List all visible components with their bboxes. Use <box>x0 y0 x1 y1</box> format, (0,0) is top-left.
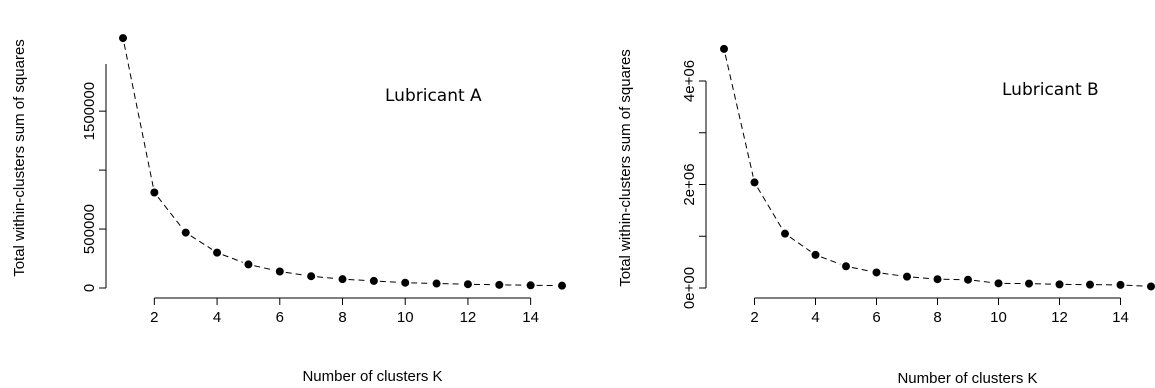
y-tick-label: 1500000 <box>81 82 98 140</box>
data-point <box>995 279 1003 287</box>
data-point <box>527 281 535 289</box>
series-line-segment <box>974 280 993 282</box>
x-axis-title: Number of clusters K <box>897 370 1037 387</box>
series-line-segment <box>725 55 753 177</box>
data-point <box>150 189 158 197</box>
data-point <box>934 275 942 283</box>
x-tick-label: 14 <box>522 309 539 326</box>
x-tick-label: 8 <box>933 309 941 326</box>
data-point <box>307 272 315 280</box>
data-point <box>720 45 728 53</box>
x-tick-label: 14 <box>1112 309 1129 326</box>
data-point <box>1056 280 1064 288</box>
y-tick-label: 0 <box>81 284 98 292</box>
data-point <box>495 281 503 289</box>
series-line-segment <box>852 267 871 271</box>
series-line-segment <box>158 197 182 228</box>
data-point <box>873 268 881 276</box>
y-axis-title: Total within-clusters sum of squares <box>617 49 634 287</box>
x-tick-label: 2 <box>750 309 758 326</box>
chart-annotation: Lubricant B <box>1002 80 1099 100</box>
series-line-segment <box>348 279 367 280</box>
data-point <box>370 277 378 285</box>
data-point <box>182 229 190 237</box>
data-point <box>433 280 441 288</box>
series-line-segment <box>223 255 243 263</box>
x-tick-label: 8 <box>338 309 346 326</box>
chart-2: 2 4 6 8 10 12 14 0e+00 2e+06 4e+06 Number of clust… <box>617 45 1155 387</box>
x-tick-label: 10 <box>397 309 414 326</box>
data-point <box>903 273 911 281</box>
y-tick-label: 500000 <box>81 204 98 254</box>
data-point <box>558 282 566 290</box>
data-point <box>1086 281 1094 289</box>
x-tick-label: 6 <box>872 309 880 326</box>
series-line-segment <box>882 273 901 276</box>
x-tick-label: 10 <box>990 309 1007 326</box>
series-line-segment <box>913 277 932 279</box>
x-tick-label: 6 <box>276 309 284 326</box>
data-point <box>1117 281 1125 289</box>
data-point <box>1147 282 1155 290</box>
x-tick-label: 4 <box>811 309 819 326</box>
data-point <box>781 230 789 238</box>
series-line-segment <box>286 272 305 275</box>
x-tick-label: 12 <box>1051 309 1068 326</box>
data-point <box>842 262 850 270</box>
x-tick-label: 12 <box>460 309 477 326</box>
series-line-segment <box>254 266 274 270</box>
chart-1: 2 4 6 8 10 12 14 0 500000 1500000 Number of cluste… <box>11 34 566 385</box>
series-line-segment <box>790 237 811 251</box>
y-tick-label: 4e+06 <box>681 60 698 102</box>
series-line-segment <box>317 277 336 279</box>
data-point <box>964 276 972 284</box>
data-point <box>401 279 409 287</box>
data-point <box>339 275 347 283</box>
x-tick-label: 4 <box>213 309 221 326</box>
series-line-segment <box>191 236 212 250</box>
y-tick-label: 0e+00 <box>681 267 698 309</box>
series-line-segment <box>124 44 153 187</box>
data-point <box>119 34 127 42</box>
x-axis-title: Number of clusters K <box>302 368 442 385</box>
data-point <box>213 249 221 257</box>
data-point <box>812 251 820 259</box>
data-point <box>244 260 252 268</box>
y-axis-title: Total within-clusters sum of squares <box>11 39 28 277</box>
y-tick-label: 2e+06 <box>681 163 698 205</box>
series-line-segment <box>380 281 399 282</box>
series-line-segment <box>1126 285 1145 286</box>
series-line-segment <box>411 283 430 284</box>
data-point <box>1025 280 1033 288</box>
series-line-segment <box>821 257 840 264</box>
data-point <box>751 178 759 186</box>
x-tick-label: 2 <box>150 309 158 326</box>
chart-annotation: Lubricant A <box>385 86 482 106</box>
data-point <box>464 280 472 288</box>
series-line-segment <box>758 188 782 229</box>
data-point <box>276 267 284 275</box>
